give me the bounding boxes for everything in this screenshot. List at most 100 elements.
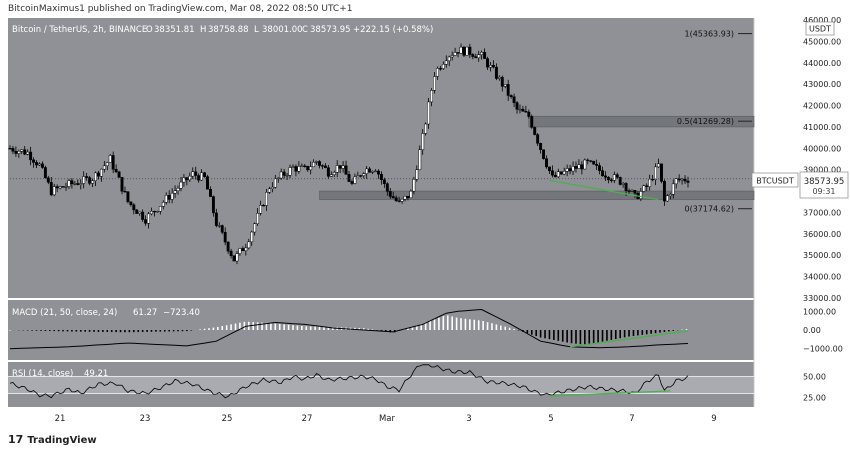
tradingview-logo-text: TradingView <box>27 435 97 446</box>
candle-up <box>577 164 581 169</box>
macd-histogram-bar <box>88 330 91 332</box>
macd-histogram-bar <box>106 330 109 332</box>
candle-up <box>309 166 313 171</box>
candle-up <box>256 213 260 225</box>
candle-down <box>533 127 537 135</box>
macd-histogram-bar <box>407 328 409 330</box>
candle-up <box>150 210 153 215</box>
candle-down <box>474 56 478 59</box>
candle-up <box>102 165 106 170</box>
macd-histogram-bar <box>566 330 568 343</box>
candle-down <box>306 165 310 171</box>
tradingview-logo[interactable]: 17 TradingView <box>8 433 97 446</box>
candle-up <box>565 168 569 172</box>
ohlc-close: 38573.95 <box>310 25 351 35</box>
macd-histogram-bar <box>261 322 263 330</box>
candle-down <box>96 172 100 177</box>
candle-up <box>265 192 268 206</box>
macd-histogram-bar <box>685 329 688 330</box>
candle-down <box>624 183 628 191</box>
ohlc-h-label: H <box>200 25 206 35</box>
candle-up <box>138 211 142 214</box>
symbol-label: BTCUSDT <box>756 177 794 186</box>
macd-histogram-bar <box>561 330 564 342</box>
candle-down <box>303 165 307 167</box>
candles-layer[interactable] <box>8 43 690 265</box>
macd-histogram-bar <box>314 326 316 330</box>
candle-down <box>651 178 655 181</box>
candle-up <box>285 174 289 177</box>
macd-histogram-bar <box>597 330 599 343</box>
candle-down <box>55 186 59 189</box>
macd-histogram-bar <box>48 330 51 332</box>
macd-histogram-bar <box>579 330 582 345</box>
candle-down <box>438 68 442 70</box>
macd-histogram-bar <box>460 318 462 330</box>
fib-level-label: 0(37174.62) <box>684 205 734 214</box>
candle-down <box>509 95 513 98</box>
candle-up <box>353 176 357 184</box>
candle-up <box>312 162 316 168</box>
macd-histogram-bar <box>292 325 294 330</box>
candle-down <box>76 183 80 185</box>
candle-down <box>214 212 218 226</box>
macd-histogram-bar <box>614 330 617 340</box>
candle-down <box>318 161 321 166</box>
candle-down <box>347 174 351 182</box>
price-tick-label: 46000.00 <box>803 16 841 25</box>
candle-up <box>108 155 112 163</box>
candle-up <box>639 191 643 199</box>
macd-histogram-bar <box>318 326 321 330</box>
candle-up <box>238 248 242 254</box>
macd-histogram-bar <box>433 319 436 330</box>
candle-down <box>633 190 637 194</box>
currency-badge[interactable] <box>805 21 835 36</box>
price-tick-label: 36000.00 <box>803 230 841 239</box>
candle-down <box>29 151 33 161</box>
candle-down <box>203 172 207 177</box>
time-tick-label: 9 <box>711 414 716 424</box>
macd-histogram-bar <box>102 330 104 332</box>
candle-down <box>615 174 619 178</box>
publisher-text: BitcoinMaximus1 published on TradingView… <box>8 4 353 14</box>
candle-down <box>120 177 124 192</box>
macd-histogram-bar <box>495 324 498 330</box>
candle-up <box>409 190 413 199</box>
time-tick-label: 3 <box>466 414 471 424</box>
candle-down <box>141 211 145 220</box>
candle-up <box>73 183 77 185</box>
candle-down <box>129 201 133 205</box>
candle-up <box>179 181 183 189</box>
candle-down <box>550 170 554 176</box>
price-axis-labels: 46000.00 45000.00 44000.00 43000.00 42000.00… <box>803 16 841 303</box>
macd-histogram-bar <box>265 322 268 330</box>
macd-histogram-bar <box>500 325 502 330</box>
ohlc-o-label: O <box>146 25 153 35</box>
candle-down <box>359 175 363 177</box>
macd-histogram-bar <box>323 326 325 330</box>
candle-down <box>211 196 215 214</box>
macd-histogram-bar <box>93 330 95 332</box>
candle-down <box>209 188 212 197</box>
candle-down <box>397 200 401 202</box>
candle-up <box>424 123 428 134</box>
candle-up <box>642 185 646 192</box>
candle-up <box>105 162 109 167</box>
candle-up <box>17 150 21 154</box>
candle-down <box>321 165 324 167</box>
rsi-value: 49.21 <box>84 369 108 379</box>
chart-canvas[interactable]: 1(45363.93) 0.5(41269.28) 0(37174.62) 1000… <box>0 0 850 430</box>
macd-histogram-bar <box>252 322 254 330</box>
candle-down <box>61 186 65 188</box>
candle-up <box>356 175 360 178</box>
macd-histogram-bar <box>203 328 206 330</box>
macd-histogram-bar <box>141 330 144 332</box>
macd-histogram-bar <box>124 330 126 333</box>
time-tick-label: 27 <box>302 414 313 424</box>
macd-histogram-bar <box>659 330 661 333</box>
macd-histogram-bar <box>31 330 33 331</box>
macd-histogram-bar <box>628 330 630 337</box>
candle-down <box>135 209 139 214</box>
macd-histogram-bar <box>53 330 56 332</box>
